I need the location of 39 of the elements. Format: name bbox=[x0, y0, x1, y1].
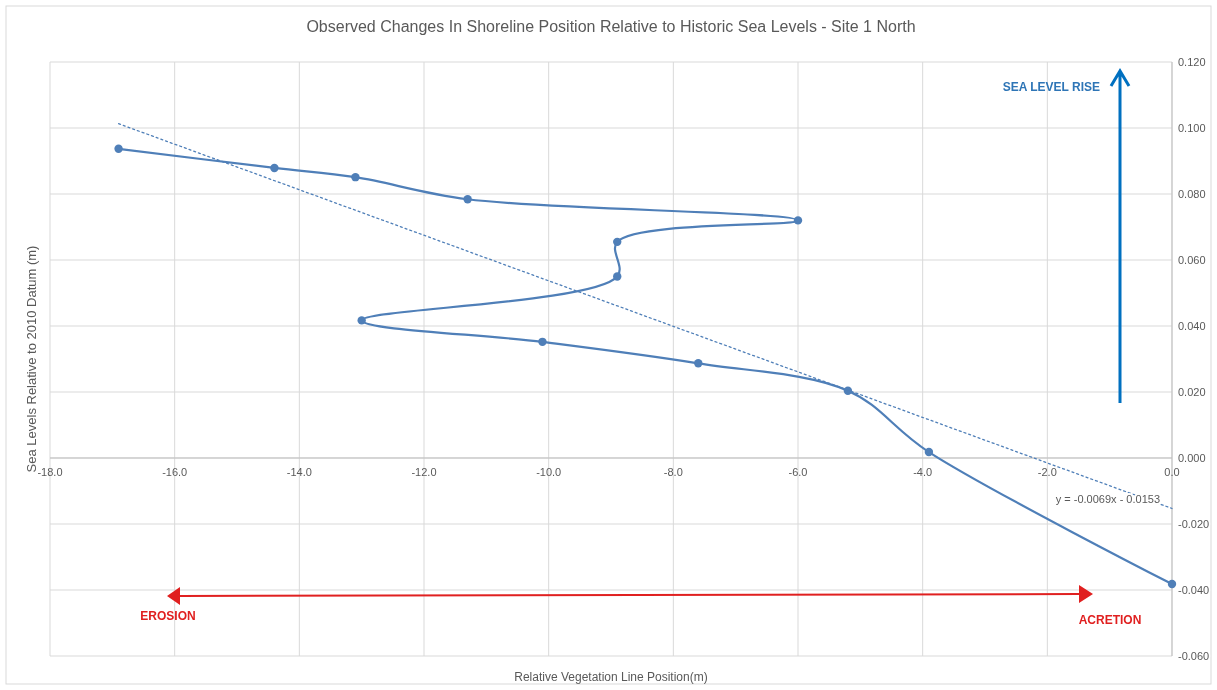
y-tick-label: 0.020 bbox=[1178, 386, 1206, 398]
y-tick-label: -0.060 bbox=[1178, 650, 1210, 662]
x-tick-label: -14.0 bbox=[286, 466, 312, 478]
annotation: EROSION bbox=[140, 609, 196, 623]
point bbox=[463, 195, 472, 204]
x-tick-label: -18.0 bbox=[37, 466, 63, 478]
point bbox=[694, 359, 703, 368]
point bbox=[1167, 579, 1177, 589]
y-tick-label: 0.120 bbox=[1178, 56, 1206, 68]
y-tick-label: -0.040 bbox=[1178, 584, 1210, 596]
chart-title: Observed Changes In Shoreline Position Relative to Historic Sea Levels - Site 1 North bbox=[306, 18, 916, 35]
y-tick-label: -0.020 bbox=[1178, 518, 1210, 530]
x-tick-label: -2.0 bbox=[1037, 466, 1057, 478]
x-tick-label: -4.0 bbox=[913, 466, 933, 478]
y-tick-label: 0.100 bbox=[1178, 122, 1206, 134]
y-tick-label: 0.040 bbox=[1178, 320, 1206, 332]
x-tick-label: -16.0 bbox=[162, 466, 188, 478]
point bbox=[538, 337, 547, 347]
x-tick-label: 0.0 bbox=[1164, 466, 1180, 478]
y-tick-label: 0.060 bbox=[1178, 254, 1206, 266]
x-tick-label: -8.0 bbox=[663, 466, 683, 478]
point bbox=[357, 316, 366, 325]
point bbox=[613, 272, 622, 281]
point bbox=[843, 386, 853, 395]
x-axis-title: Relative Vegetation Line Position(m) bbox=[514, 670, 708, 684]
y-tick-label: 0.000 bbox=[1178, 452, 1206, 464]
point bbox=[793, 216, 803, 225]
annotation: ACRETION bbox=[1078, 613, 1142, 627]
annotation: SEA LEVEL RISE bbox=[1002, 80, 1100, 94]
y-axis-title: Sea Levels Relative to 2010 Datum (m) bbox=[24, 245, 39, 473]
x-tick-label: -10.0 bbox=[536, 466, 562, 478]
point bbox=[924, 447, 934, 457]
x-tick-label: -12.0 bbox=[411, 466, 437, 478]
y-tick-label: 0.080 bbox=[1178, 188, 1206, 200]
point bbox=[351, 172, 360, 182]
point bbox=[613, 237, 622, 247]
point bbox=[270, 163, 279, 173]
point bbox=[114, 144, 123, 153]
x-tick-label: -6.0 bbox=[788, 466, 808, 478]
